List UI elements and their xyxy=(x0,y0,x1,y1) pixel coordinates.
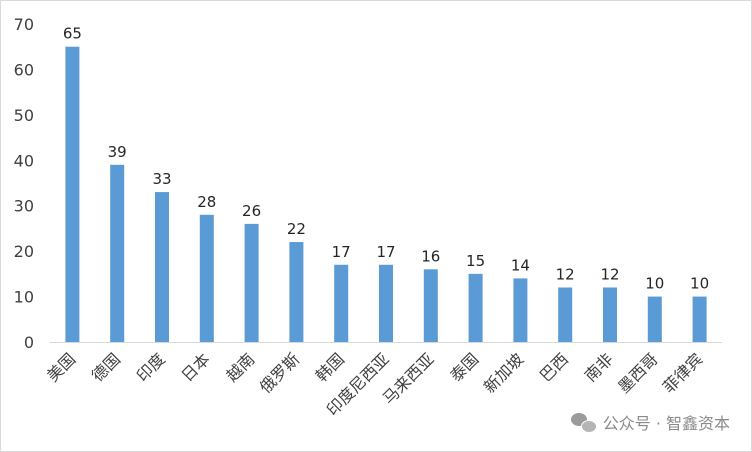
data-label: 10 xyxy=(690,275,709,293)
y-tick-label: 30 xyxy=(14,197,34,216)
y-tick-label: 20 xyxy=(14,242,34,261)
data-label: 12 xyxy=(556,265,575,283)
bars xyxy=(65,46,707,342)
bar xyxy=(423,269,438,342)
data-label: 10 xyxy=(645,275,664,293)
x-tick-label: 新加坡 xyxy=(480,349,527,396)
y-tick-label: 60 xyxy=(14,60,34,79)
watermark: 公众号 · 智鑫资本 xyxy=(570,410,730,434)
bar xyxy=(289,242,304,342)
bar xyxy=(334,264,349,342)
y-tick-label: 0 xyxy=(24,333,34,352)
data-label: 17 xyxy=(376,243,395,261)
bar xyxy=(603,287,617,342)
bar xyxy=(244,223,259,342)
x-tick-label: 越南 xyxy=(222,349,258,385)
bar xyxy=(558,287,573,342)
data-label: 15 xyxy=(466,252,485,270)
data-label: 33 xyxy=(152,170,171,188)
x-tick-label: 俄罗斯 xyxy=(256,349,303,396)
bar xyxy=(513,278,528,342)
data-label: 26 xyxy=(242,202,261,220)
bar xyxy=(155,192,169,342)
x-tick-label: 印度 xyxy=(133,349,169,385)
bar xyxy=(692,296,707,342)
bar xyxy=(199,214,214,342)
data-label: 16 xyxy=(421,247,440,265)
data-label: 28 xyxy=(197,193,216,211)
y-tick-label: 50 xyxy=(14,106,34,125)
y-tick-label: 70 xyxy=(14,15,34,34)
y-axis: 0 10 20 30 40 50 60 70 xyxy=(14,15,34,352)
watermark-text: 公众号 · 智鑫资本 xyxy=(602,414,730,433)
bar xyxy=(110,164,125,342)
data-label: 14 xyxy=(511,256,530,274)
data-label: 12 xyxy=(600,265,619,283)
x-tick-label: 美国 xyxy=(43,349,79,385)
data-labels: 65 39 33 28 26 22 17 17 16 15 14 12 12 10 10 xyxy=(63,25,709,293)
wechat-icon xyxy=(570,412,597,433)
data-label: 65 xyxy=(63,25,82,43)
y-tick-label: 40 xyxy=(14,151,34,170)
x-tick-label: 韩国 xyxy=(312,349,348,385)
x-tick-label: 南非 xyxy=(581,349,617,385)
bar xyxy=(379,264,393,342)
x-tick-label: 泰国 xyxy=(446,349,482,385)
x-tick-label: 墨西哥 xyxy=(614,349,661,396)
data-label: 39 xyxy=(108,143,127,161)
bar xyxy=(65,46,80,342)
bar xyxy=(468,273,483,342)
x-tick-label: 菲律宾 xyxy=(659,349,706,396)
bar xyxy=(647,296,662,342)
y-tick-label: 10 xyxy=(14,288,34,307)
data-label: 22 xyxy=(287,220,306,238)
x-tick-label: 巴西 xyxy=(536,349,572,385)
x-tick-label: 日本 xyxy=(178,349,214,385)
x-tick-label: 德国 xyxy=(88,349,124,385)
data-label: 17 xyxy=(332,243,351,261)
